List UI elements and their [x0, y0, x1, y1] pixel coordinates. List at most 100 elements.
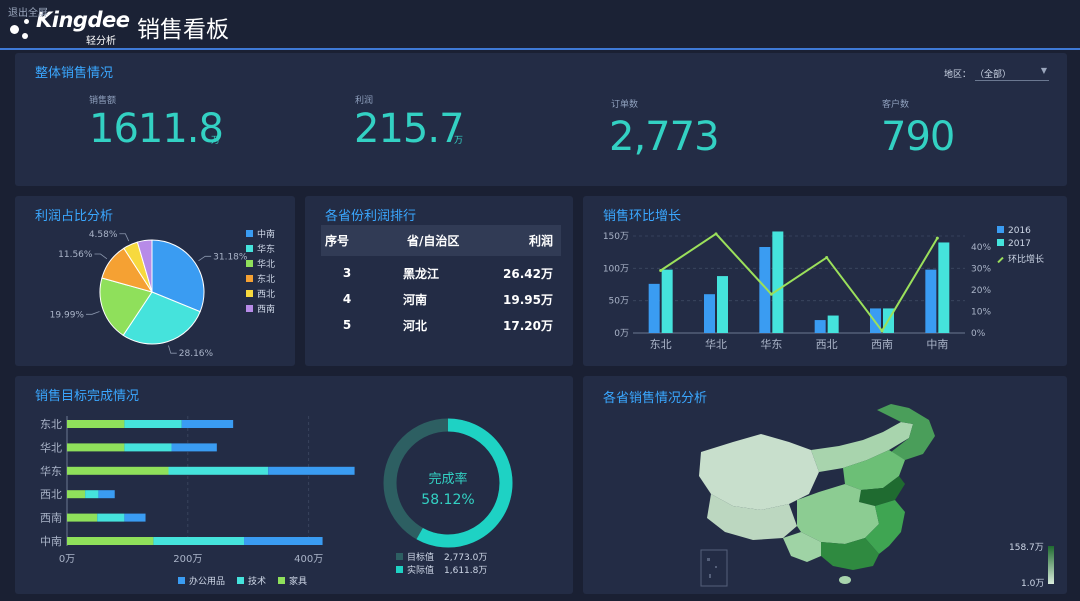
- target-legend: 办公用品 技术 家具: [178, 574, 307, 587]
- kpi-label-orders: 订单数: [611, 100, 639, 110]
- legend-item-zhongnan[interactable]: 中南: [246, 227, 275, 242]
- y2-tick-label: 20%: [971, 286, 991, 296]
- y-tick-label: 中南: [40, 535, 62, 548]
- kpi-value-orders: 2,773: [609, 114, 720, 160]
- legend-item-furniture[interactable]: 家具: [278, 574, 307, 587]
- map-region-northeast[interactable]: [877, 404, 935, 460]
- map-region-south[interactable]: [821, 538, 879, 570]
- kpi-label-profit: 利润: [355, 96, 374, 106]
- legend-swatch-icon: [246, 290, 253, 297]
- legend-item-2016[interactable]: 2016: [997, 226, 1044, 239]
- y-tick-label: 50万: [609, 297, 629, 307]
- legend-item-huabei[interactable]: 华北: [246, 257, 275, 272]
- legend-item-2017[interactable]: 2017: [997, 239, 1044, 252]
- y2-tick-label: 30%: [971, 264, 991, 274]
- legend-item-tech[interactable]: 技术: [237, 574, 266, 587]
- brand-sub: 轻分析: [86, 36, 116, 47]
- table-row[interactable]: 5 河北 17.20万: [321, 312, 561, 338]
- legend-swatch-icon: [396, 566, 403, 573]
- pie-label-line: [198, 255, 212, 262]
- growth-point: [880, 329, 884, 333]
- legend-item-xinan[interactable]: 西南: [246, 302, 275, 317]
- pie-label-line: [168, 345, 177, 354]
- legend-item-actual[interactable]: 实际值 1,611.8万: [396, 565, 487, 578]
- y-tick-label: 西南: [40, 512, 62, 525]
- row-rank: 3: [342, 266, 352, 280]
- stacked-bar-segment: [85, 490, 99, 499]
- kpi-unit-sales: 万: [211, 136, 221, 146]
- y2-tick-label: 40%: [971, 243, 991, 253]
- stacked-bar-segment: [171, 443, 217, 452]
- map-region-hainan[interactable]: [839, 576, 851, 584]
- stacked-bar-segment: [168, 466, 269, 475]
- row-rank: 4: [342, 292, 352, 306]
- map-region-central[interactable]: [797, 484, 879, 544]
- profit-share-title: 利润占比分析: [35, 209, 114, 224]
- legend-line-icon: [997, 256, 1004, 263]
- ranking-title: 各省份利润排行: [325, 209, 417, 224]
- legend-item-growth[interactable]: 环比增长: [997, 252, 1044, 265]
- bar-2017: [827, 315, 839, 333]
- y-tick-label: 150万: [603, 232, 629, 242]
- map-region-inner-mongolia[interactable]: [811, 422, 913, 472]
- gauge-progress-arc: [416, 418, 513, 548]
- growth-panel: 销售环比增长 0万 50万 100万 150万 0% 10% 20% 30% 40% 东北 华北 华东…: [583, 196, 1067, 366]
- map-region-east[interactable]: [865, 500, 905, 554]
- ranking-table: 序号 省/自治区 利润 3 黑龙江 26.42万 4 河南 19.95万 5 河…: [321, 225, 561, 338]
- stacked-bar-segment: [181, 420, 234, 428]
- exit-fullscreen-button[interactable]: 退出全屏: [8, 8, 48, 19]
- growth-point: [714, 232, 718, 236]
- map-region-tibet[interactable]: [707, 494, 797, 540]
- stacked-bar-segment: [124, 513, 146, 522]
- target-panel: 销售目标完成情况 0万 200万 400万 东北 华北 华东 西北 西南 中南 办公用品 技术 …: [15, 376, 573, 594]
- map-region-henan-hebei[interactable]: [859, 476, 905, 506]
- legend-item-office[interactable]: 办公用品: [178, 574, 225, 587]
- profit-pie-chart: 31.18% 28.16% 19.99% 11.56% 4.58%: [50, 230, 248, 359]
- ranking-panel: 各省份利润排行 序号 省/自治区 利润 3 黑龙江 26.42万 4 河南 19…: [305, 196, 573, 366]
- bar-2016: [648, 283, 660, 333]
- row-province: 黑龙江: [403, 266, 440, 281]
- region-select[interactable]: （全部） ▼: [975, 66, 1049, 81]
- region-label: 地区：: [943, 70, 971, 80]
- map-region-west[interactable]: [699, 434, 819, 510]
- y-tick-label: 华东: [40, 464, 62, 478]
- header-profit: 利润: [528, 234, 553, 248]
- stacked-bar-segment: [67, 443, 125, 452]
- region-filter[interactable]: 地区： （全部） ▼: [943, 66, 1049, 81]
- y-tick-label: 西北: [40, 488, 62, 501]
- stacked-bar-segment: [153, 537, 245, 545]
- map-region-north[interactable]: [843, 450, 905, 490]
- legend-item-dongbei[interactable]: 东北: [246, 272, 275, 287]
- x-tick-label: 东北: [650, 338, 672, 351]
- china-sales-map[interactable]: [583, 376, 1067, 594]
- table-row[interactable]: 4 河南 19.95万: [321, 286, 561, 312]
- bar-2017: [938, 242, 950, 333]
- stacked-bar-segment: [244, 537, 323, 545]
- growth-point: [935, 236, 939, 240]
- legend-swatch-icon: [278, 577, 286, 584]
- overview-title: 整体销售情况: [35, 66, 114, 81]
- legend-swatch-icon: [396, 553, 403, 560]
- stacked-bar-segment: [67, 513, 98, 522]
- growth-combo-chart: 0万 50万 100万 150万 0% 10% 20% 30% 40% 东北 华北 华东 西北 西南 中南: [603, 231, 991, 351]
- legend-item-xibei[interactable]: 西北: [246, 287, 275, 302]
- bar-2017: [717, 276, 728, 333]
- row-profit: 19.95万: [503, 292, 553, 307]
- map-color-scale[interactable]: [1048, 546, 1054, 584]
- pie-slice: [136, 239, 153, 293]
- south-sea-inset: [700, 549, 728, 587]
- map-scale-max: 158.7万: [1009, 543, 1044, 553]
- profit-pie-legend: 中南 华东 华北 东北 西北 西南: [246, 227, 275, 317]
- table-row[interactable]: 3 黑龙江 26.42万: [321, 260, 561, 286]
- row-province: 河北: [403, 318, 428, 333]
- legend-item-target[interactable]: 目标值 2,773.0万: [396, 552, 487, 565]
- page-title: 销售看板: [137, 17, 229, 43]
- map-region-southwest[interactable]: [783, 532, 821, 562]
- brand-name: Kingdee: [36, 8, 130, 32]
- bar-2016: [814, 320, 826, 333]
- map-title: 各省销售情况分析: [603, 391, 708, 406]
- row-province: 河南: [403, 292, 428, 307]
- kpi-value-sales: 1611.8: [89, 106, 224, 152]
- legend-item-huadong[interactable]: 华东: [246, 242, 275, 257]
- gauge-value: 58.12%: [421, 492, 475, 508]
